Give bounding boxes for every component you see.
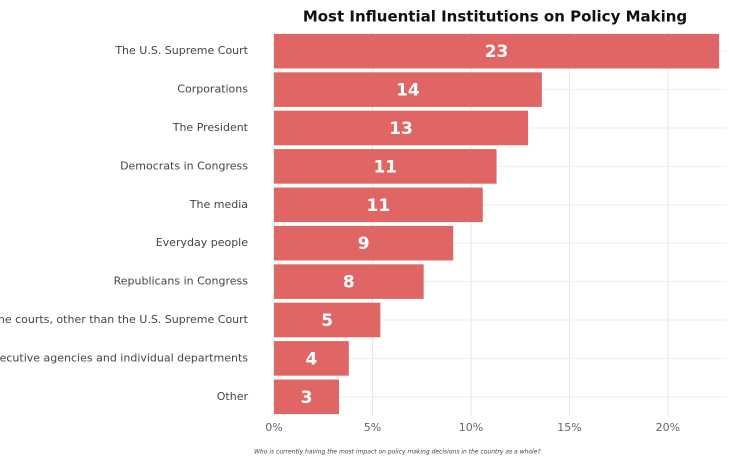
value-label: 23 <box>485 42 509 62</box>
value-label: 5 <box>321 311 333 331</box>
value-label: 8 <box>343 273 355 293</box>
value-label: 13 <box>389 119 413 139</box>
bar <box>274 379 339 415</box>
y-tick-label: The media <box>189 198 248 211</box>
y-tick-label: The courts, other than the U.S. Supreme … <box>0 313 249 326</box>
y-tick-label: The U.S. Supreme Court <box>114 44 248 57</box>
x-tick-label: 10% <box>459 421 483 434</box>
y-tick-label: The President <box>172 121 249 134</box>
chart-title: Most Influential Institutions on Policy … <box>303 8 687 26</box>
bar <box>274 225 454 261</box>
x-tick-label: 5% <box>364 421 381 434</box>
value-label: 3 <box>301 388 313 408</box>
y-tick-label: Corporations <box>177 83 248 96</box>
bar <box>274 33 720 69</box>
value-label: 14 <box>396 81 420 101</box>
value-label: 4 <box>305 349 317 369</box>
value-label: 11 <box>367 196 391 216</box>
x-tick-label: 20% <box>656 421 680 434</box>
y-tick-label: Democrats in Congress <box>120 159 248 172</box>
bar <box>274 302 381 338</box>
y-tick-label: Republicans in Congress <box>114 275 249 288</box>
bar <box>274 187 483 223</box>
value-label: 11 <box>373 157 397 177</box>
value-label: 9 <box>358 234 370 254</box>
y-tick-label: Everyday people <box>156 236 249 249</box>
bar <box>274 72 542 107</box>
x-tick-label: 0% <box>265 421 282 434</box>
y-tick-label: Other <box>217 390 249 403</box>
x-tick-label: 15% <box>557 421 581 434</box>
bar <box>274 341 349 376</box>
bar <box>274 149 497 184</box>
bar <box>274 110 529 146</box>
y-tick-label: Executive agencies and individual depart… <box>0 351 248 364</box>
caption: Who is currently having the most impact … <box>254 449 541 456</box>
bar <box>274 264 424 299</box>
